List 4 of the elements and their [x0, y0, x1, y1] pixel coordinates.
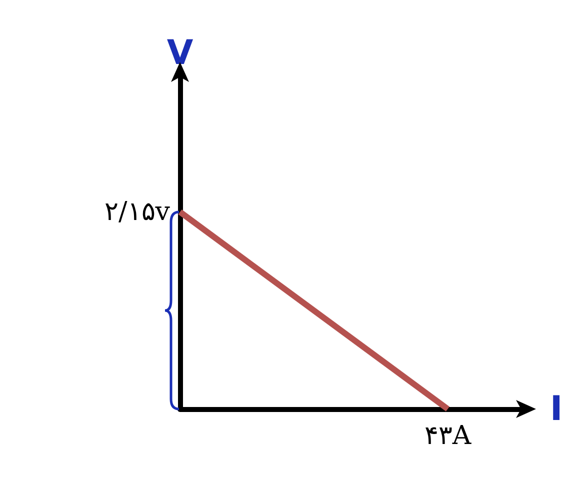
- x-axis-title: I: [550, 389, 563, 429]
- text: ۴۳A: [424, 421, 472, 451]
- y-axis-title: V: [166, 33, 194, 73]
- text: ۲/۱۵v: [104, 196, 170, 227]
